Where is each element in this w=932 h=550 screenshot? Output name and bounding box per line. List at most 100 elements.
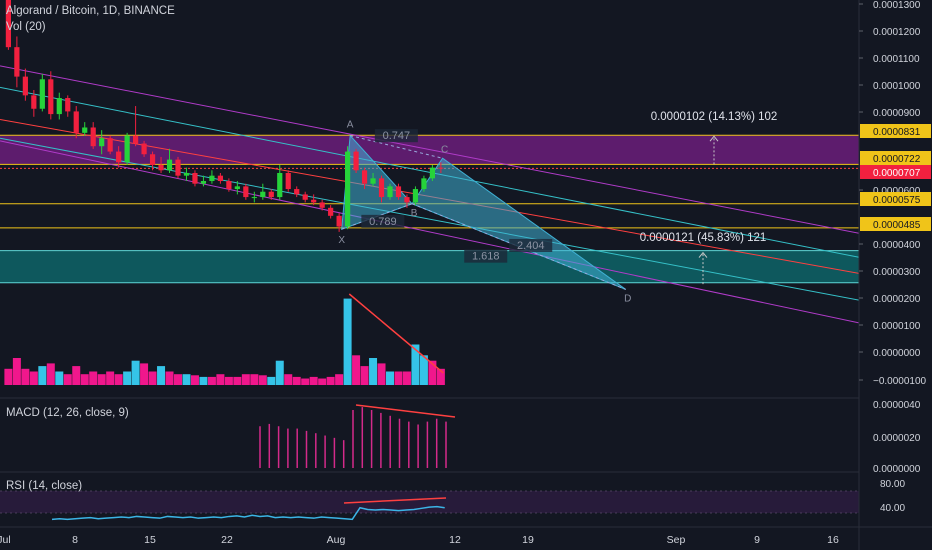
- candle[interactable]: [99, 130, 105, 155]
- candle[interactable]: [65, 95, 71, 117]
- volume-bar: [165, 371, 174, 385]
- candle[interactable]: [370, 172, 376, 187]
- volume-bar: [157, 366, 166, 385]
- candle[interactable]: [200, 175, 207, 187]
- candle[interactable]: [361, 167, 368, 190]
- candle[interactable]: [429, 164, 435, 182]
- candle[interactable]: [285, 170, 291, 192]
- volume-bar: [386, 371, 394, 385]
- fib-label-bg: [509, 238, 553, 252]
- candle[interactable]: [226, 178, 232, 192]
- fib-label-bg: [361, 214, 405, 228]
- volume-bar: [394, 371, 403, 385]
- candle[interactable]: [404, 194, 410, 208]
- candle[interactable]: [277, 164, 283, 200]
- volume-bar: [140, 363, 149, 385]
- candle-body: [124, 135, 130, 163]
- candle[interactable]: [107, 135, 113, 155]
- candle[interactable]: [133, 106, 139, 147]
- price-badge: 0.0000575: [860, 192, 931, 206]
- fib-label-3: 1.618: [464, 249, 508, 263]
- candle[interactable]: [90, 122, 96, 149]
- candle[interactable]: [268, 189, 274, 200]
- candle[interactable]: [209, 170, 215, 184]
- y-tick-label: 0.0000100: [873, 321, 921, 332]
- candle[interactable]: [31, 90, 37, 117]
- candle-body: [99, 138, 105, 147]
- volume-bar: [114, 374, 123, 385]
- volume-bar: [72, 366, 81, 385]
- volume-bar: [46, 363, 55, 385]
- candle-body: [302, 194, 308, 200]
- candle[interactable]: [260, 183, 266, 200]
- candle[interactable]: [158, 156, 164, 173]
- price-badge: 0.0000485: [860, 217, 931, 231]
- candle[interactable]: [56, 92, 62, 120]
- candle[interactable]: [243, 183, 249, 200]
- candle[interactable]: [353, 148, 359, 173]
- candle[interactable]: [378, 175, 385, 203]
- candle[interactable]: [336, 213, 342, 232]
- candle-body: [319, 202, 325, 208]
- measure-arrowhead-lower: [698, 251, 708, 258]
- candle[interactable]: [328, 205, 334, 219]
- candle-body: [234, 186, 240, 190]
- candle[interactable]: [73, 106, 79, 139]
- candle[interactable]: [387, 183, 393, 200]
- candle[interactable]: [217, 172, 223, 184]
- candle[interactable]: [5, 0, 11, 50]
- candle[interactable]: [175, 156, 181, 179]
- candle[interactable]: [395, 183, 402, 200]
- price-badge-label: 0.0000707: [873, 168, 921, 179]
- volume-bar: [377, 363, 386, 385]
- y-tick-label: 0.0001100: [873, 54, 920, 65]
- candle[interactable]: [82, 122, 88, 136]
- candle[interactable]: [302, 191, 308, 203]
- candle[interactable]: [22, 68, 28, 101]
- x-tick-label: 16: [827, 534, 839, 546]
- channel-upper: [0, 65, 859, 234]
- candle[interactable]: [166, 148, 173, 173]
- candle-body: [277, 172, 283, 198]
- measure-label-lower: 0.0000121 (45.83%) 121: [640, 232, 767, 244]
- x-tick-label: 12: [449, 534, 461, 546]
- volume-bar: [233, 376, 242, 385]
- candle[interactable]: [421, 175, 427, 192]
- target-zone: [0, 250, 859, 283]
- candle[interactable]: [251, 191, 257, 203]
- candle-body: [133, 135, 139, 144]
- candle[interactable]: [116, 146, 122, 168]
- fib-label-text: 2.404: [517, 240, 545, 252]
- candle[interactable]: [345, 146, 351, 230]
- y-tick-label: 0.0001200: [873, 27, 921, 38]
- volume-bar: [190, 375, 199, 385]
- candle[interactable]: [319, 199, 325, 211]
- candle[interactable]: [234, 181, 240, 195]
- candle[interactable]: [149, 151, 156, 171]
- candle[interactable]: [48, 71, 54, 120]
- price-badge-bg: [860, 165, 931, 179]
- candle-body: [251, 197, 257, 199]
- candle-body: [116, 151, 122, 163]
- candle[interactable]: [311, 194, 317, 206]
- candle[interactable]: [39, 73, 45, 112]
- candle[interactable]: [141, 140, 147, 157]
- volume-bar: [267, 376, 276, 385]
- candle[interactable]: [412, 186, 419, 206]
- price-badge-label: 0.0000575: [873, 195, 921, 206]
- volume-bar: [174, 374, 182, 385]
- volume-bar: [29, 371, 38, 385]
- candle[interactable]: [14, 36, 20, 88]
- candle[interactable]: [124, 132, 130, 165]
- volume-bar: [309, 376, 318, 385]
- rsi-line: [51, 505, 445, 521]
- volume-bar: [80, 374, 89, 385]
- y-tick-label: 0.0000300: [873, 267, 921, 278]
- volume-bar: [419, 355, 428, 385]
- candle[interactable]: [294, 186, 300, 198]
- candle[interactable]: [192, 170, 198, 187]
- candle[interactable]: [183, 167, 190, 182]
- candle[interactable]: [438, 162, 444, 173]
